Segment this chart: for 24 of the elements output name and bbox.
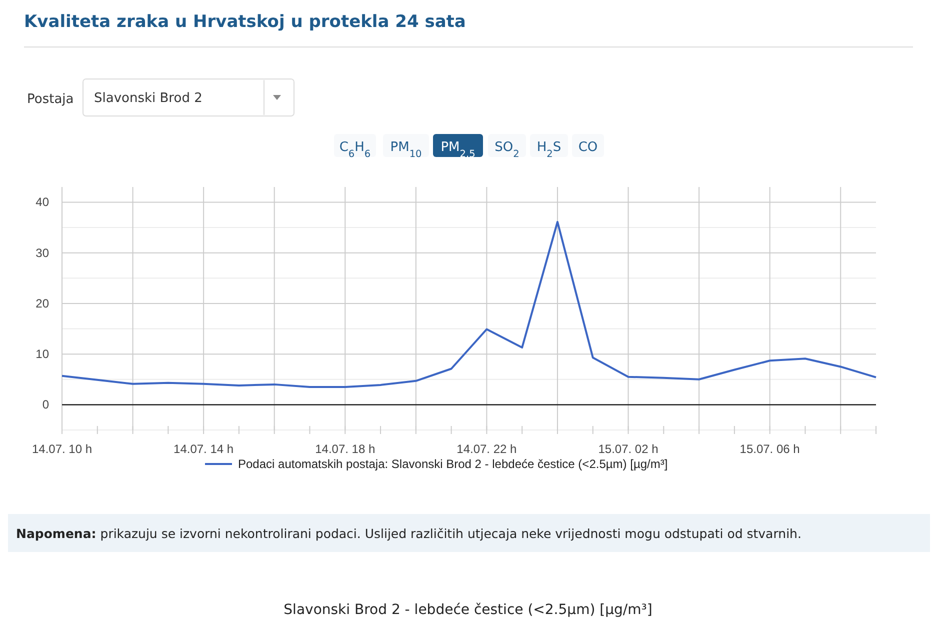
- pollutant-button: H$_{2}$S: [530, 134, 568, 160]
- x-tick-label: 14.07. 10 h: [32, 442, 92, 456]
- legend-label: Podaci automatskih postaja: Slavonski Brod 2 - lebdeće čestice (<2.5µm) [µg/m³]: [238, 457, 668, 471]
- pollutant-button: CO: [572, 134, 604, 157]
- pollutant-button: PM$_{2.5}$: [433, 134, 483, 160]
- pollutant-button: C$_{6}$H$_{6}$: [334, 134, 376, 160]
- x-tick-label: 15.07. 02 h: [598, 442, 658, 456]
- y-tick-label: 30: [36, 246, 50, 260]
- x-tick-label: 14.07. 22 h: [456, 442, 517, 456]
- y-tick-label: 40: [36, 195, 50, 210]
- x-tick-label: 15.07. 06 h: [740, 442, 800, 456]
- line-series: [61, 220, 877, 388]
- text: Postaja: [27, 92, 74, 107]
- station-dropdown: Slavonski Brod 2: [82, 78, 294, 116]
- text: Slavonski Brod 2 - lebdeće čestice (<2.5µm) [µg/m³]: [284, 602, 652, 618]
- y-tick-label: 20: [36, 296, 50, 310]
- x-tick-label: 14.07. 18 h: [315, 442, 376, 456]
- chart-title: Kvaliteta zraka u Hrvatskoj u protekla 24 sata: [24, 12, 466, 32]
- text: Napomena: prikazuju se izvorni nekontrolirani podaci. Uslijed različitih utjecaja neke vrijednosti mogu odstupati od stvarnih.: [16, 526, 802, 541]
- pollutant-button: PM$_{10}$: [383, 134, 429, 160]
- y-tick-label: 0: [42, 398, 50, 412]
- x-tick-label: 14.07. 14 h: [174, 442, 234, 456]
- y-tick-label: 10: [36, 347, 50, 362]
- pollutant-button: SO$_{2}$: [488, 134, 526, 160]
